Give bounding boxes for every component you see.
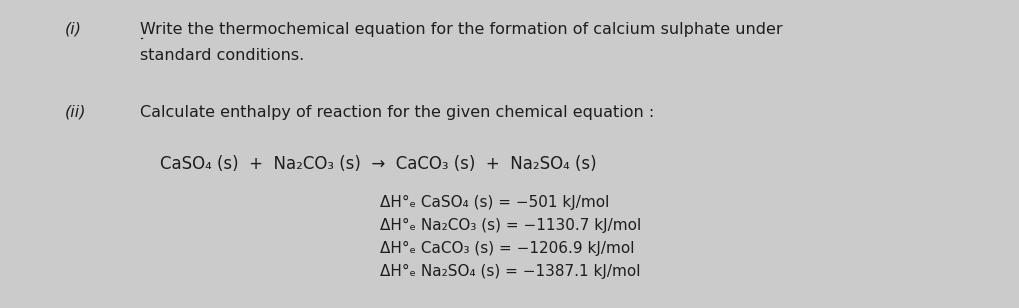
- Text: ΔH°ₑ Na₂SO₄ (s) = −1387.1 kJ/mol: ΔH°ₑ Na₂SO₄ (s) = −1387.1 kJ/mol: [380, 264, 640, 279]
- Text: CaSO₄ (s)  +  Na₂CO₃ (s)  →  CaCO₃ (s)  +  Na₂SO₄ (s): CaSO₄ (s) + Na₂CO₃ (s) → CaCO₃ (s) + Na₂…: [160, 155, 596, 173]
- Text: standard conditions.: standard conditions.: [140, 48, 304, 63]
- Text: ΔH°ₑ CaCO₃ (s) = −1206.9 kJ/mol: ΔH°ₑ CaCO₃ (s) = −1206.9 kJ/mol: [380, 241, 634, 256]
- Text: Write the thermochemical equation for the formation of calcium sulphate under: Write the thermochemical equation for th…: [140, 22, 782, 37]
- Text: ΔH°ₑ Na₂CO₃ (s) = −1130.7 kJ/mol: ΔH°ₑ Na₂CO₃ (s) = −1130.7 kJ/mol: [380, 218, 641, 233]
- Text: (ii): (ii): [65, 105, 87, 120]
- Text: Calculate enthalpy of reaction for the given chemical equation :: Calculate enthalpy of reaction for the g…: [140, 105, 653, 120]
- Text: ΔH°ₑ CaSO₄ (s) = −501 kJ/mol: ΔH°ₑ CaSO₄ (s) = −501 kJ/mol: [380, 195, 608, 210]
- Text: (i): (i): [65, 22, 82, 37]
